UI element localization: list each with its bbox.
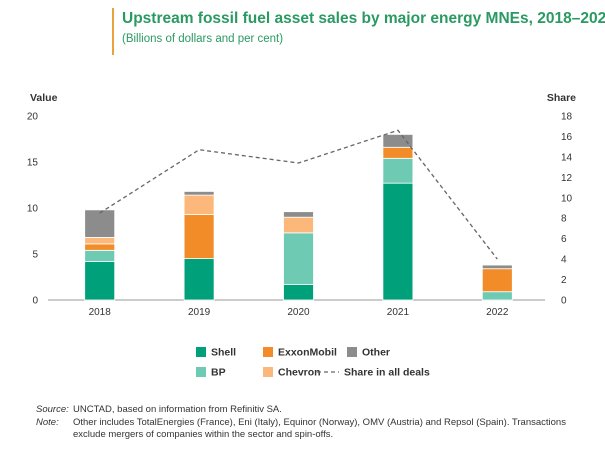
bar-bp-2020 (283, 232, 314, 285)
legend-label-exxonmobil: ExxonMobil (278, 347, 337, 359)
bar-exxonmobil-2019 (183, 214, 215, 260)
y-left-tick-label: 10 (27, 204, 39, 215)
y-right-tick-label: 12 (561, 173, 573, 184)
bar-chevron-2018 (84, 237, 116, 245)
legend-label-other: Other (362, 347, 390, 359)
y-left-tick-label: 0 (32, 296, 38, 307)
y-right-tick-label: 8 (561, 214, 567, 225)
legend-swatch-exxonmobil (263, 347, 273, 357)
legend-label-share-line: Share in all deals (344, 367, 430, 379)
chart-subtitle: (Billions of dollars and per cent) (122, 33, 284, 45)
y-left-tick-label: 5 (32, 250, 38, 261)
legend-label-bp: BP (211, 367, 226, 379)
stacked-bar-chart: Value Share 0 5 10 15 20 0 2 4 6 8 10 12 14 16 18 2018 201… (27, 92, 576, 379)
bar-shell-2021 (382, 182, 414, 301)
chart-footer: Source: UNCTAD, based on information fro… (36, 404, 581, 442)
bar-bp-2018 (84, 249, 116, 262)
bar-bp-2021 (382, 157, 414, 184)
x-tick-label: 2018 (89, 307, 112, 318)
y-right-axis-label: Share (547, 92, 576, 104)
source-label: Source: (36, 404, 69, 415)
y-right-tick-label: 2 (561, 275, 567, 286)
bar-chevron-2020 (283, 216, 314, 234)
bar-other-2018 (84, 209, 116, 238)
bar-other-2020 (283, 211, 314, 218)
source-text: UNCTAD, based on information from Refini… (73, 404, 282, 415)
x-tick-label: 2020 (287, 307, 310, 318)
source-row: Source: UNCTAD, based on information fro… (36, 404, 581, 417)
note-text: Other includes TotalEnergies (France), E… (73, 416, 566, 441)
bar-shell-2019 (183, 258, 215, 301)
note-label: Note: (36, 416, 59, 428)
legend-swatch-shell (196, 347, 206, 357)
title-accent-rule (112, 8, 114, 55)
bar-exxonmobil-2018 (84, 243, 116, 251)
bar-chevron-2019 (183, 194, 215, 215)
bar-exxonmobil-2021 (382, 146, 414, 159)
bar-other-2022 (481, 264, 513, 270)
legend-swatch-bp (196, 367, 206, 377)
bar-exxonmobil-2022 (481, 268, 513, 293)
bar-shell-2020 (283, 283, 314, 301)
legend-label-shell: Shell (211, 347, 236, 359)
y-right-tick-label: 10 (561, 193, 573, 204)
x-tick-label: 2022 (486, 307, 509, 318)
x-tick-label: 2021 (387, 307, 410, 318)
bar-shell-2018 (84, 260, 116, 301)
legend-swatch-chevron (263, 367, 273, 377)
bar-other-2021 (382, 133, 414, 148)
x-tick-label: 2019 (188, 307, 211, 318)
y-right-tick-label: 0 (561, 296, 567, 307)
chart-title: Upstream fossil fuel asset sales by majo… (122, 10, 605, 27)
note-row: Note: Other includes TotalEnergies (Fran… (36, 417, 581, 442)
bar-other-2019 (183, 191, 215, 196)
y-right-tick-label: 18 (561, 112, 573, 123)
y-left-tick-label: 15 (27, 158, 39, 169)
bar-bp-2022 (481, 291, 513, 301)
y-right-tick-label: 14 (561, 152, 573, 163)
legend-swatch-other (347, 347, 357, 357)
y-right-tick-label: 6 (561, 234, 567, 245)
legend-label-chevron: Chevron (278, 367, 321, 379)
y-right-tick-label: 4 (561, 255, 567, 266)
y-left-tick-label: 20 (27, 112, 39, 123)
y-left-axis-label: Value (30, 92, 58, 104)
y-right-tick-label: 16 (561, 132, 573, 143)
